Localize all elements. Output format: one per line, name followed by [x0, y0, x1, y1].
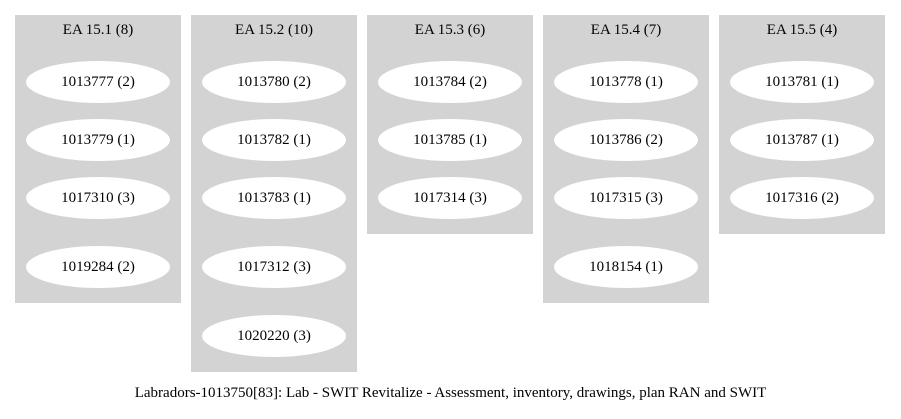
- cluster-title: EA 15.3 (6): [414, 22, 486, 38]
- cluster-ea-15-4: EA 15.4 (7) 1013778 (1) 1013786 (2) 1017…: [543, 15, 709, 303]
- cluster-ea-15-5: EA 15.5 (4) 1013781 (1) 1013787 (1) 1017…: [719, 15, 885, 234]
- node-1013780: 1013780 (2): [202, 61, 346, 103]
- node-1017310: 1017310 (3): [26, 177, 170, 219]
- cluster-title: EA 15.1 (8): [62, 22, 134, 38]
- node-1017315: 1017315 (3): [554, 177, 698, 219]
- cluster-title: EA 15.4 (7): [590, 22, 662, 38]
- node-1017314: 1017314 (3): [378, 177, 522, 219]
- node-1019284: 1019284 (2): [26, 246, 170, 288]
- node-1013778: 1013778 (1): [554, 61, 698, 103]
- node-1013784: 1013784 (2): [378, 61, 522, 103]
- cluster-ea-15-2: EA 15.2 (10) 1013780 (2) 1013782 (1) 101…: [191, 15, 357, 372]
- node-1020220: 1020220 (3): [202, 315, 346, 357]
- cluster-title: EA 15.2 (10): [235, 22, 313, 38]
- node-1013783: 1013783 (1): [202, 177, 346, 219]
- cluster-ea-15-3: EA 15.3 (6) 1013784 (2) 1013785 (1) 1017…: [367, 15, 533, 234]
- node-1018154: 1018154 (1): [554, 246, 698, 288]
- cluster-ea-15-1: EA 15.1 (8) 1013777 (2) 1013779 (1) 1017…: [15, 15, 181, 303]
- node-1013785: 1013785 (1): [378, 119, 522, 161]
- node-1013779: 1013779 (1): [26, 119, 170, 161]
- node-1017312: 1017312 (3): [202, 246, 346, 288]
- cluster-title: EA 15.5 (4): [766, 22, 838, 38]
- node-1013781: 1013781 (1): [730, 61, 874, 103]
- node-1013777: 1013777 (2): [26, 61, 170, 103]
- node-1017316: 1017316 (2): [730, 177, 874, 219]
- node-1013786: 1013786 (2): [554, 119, 698, 161]
- node-1013782: 1013782 (1): [202, 119, 346, 161]
- node-1013787: 1013787 (1): [730, 119, 874, 161]
- graph-caption: Labradors-1013750[83]: Lab - SWIT Revita…: [134, 385, 767, 401]
